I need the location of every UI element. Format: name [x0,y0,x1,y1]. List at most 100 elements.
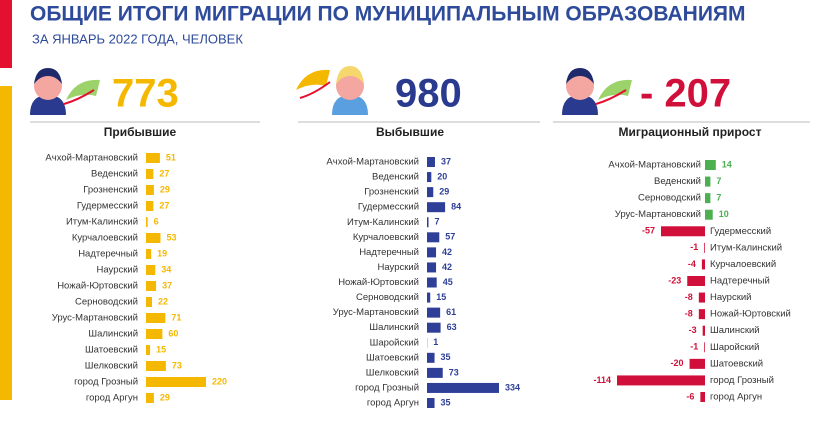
bar [699,309,705,319]
bar [702,259,705,269]
value-label: 42 [442,247,452,257]
bar [427,187,433,197]
category-label: Шелковский [85,361,138,372]
bar [703,326,705,336]
category-label: Итум-Калинский [66,217,138,228]
icon-person [30,68,100,115]
value-label: 63 [447,322,457,332]
chart-title: Миграционный прирост [619,125,762,139]
value-label: 29 [439,187,449,197]
icon-person [562,68,632,115]
value-label: 84 [451,202,461,212]
category-label: Урус-Мартановский [333,307,419,318]
value-label: 57 [445,232,455,242]
value-label: 35 [441,397,451,407]
bar [699,293,705,303]
category-label: Серноводский [75,297,138,308]
value-label: 71 [171,312,181,322]
category-label: Серноводский [356,292,419,303]
value-label: -114 [593,375,611,385]
value-label: 51 [166,152,176,162]
value-label: 6 [154,216,159,226]
bar [146,361,166,371]
value-label: 334 [505,382,520,392]
category-label: Шатоевский [85,345,138,356]
bar [661,226,705,236]
value-label: -8 [685,292,693,302]
category-label: Итум-Калинский [710,242,782,253]
value-label: 19 [157,248,167,258]
category-label: Надтеречный [359,247,419,258]
bar [427,368,443,378]
category-label: Веденский [654,176,701,187]
category-label: город Грозный [74,377,138,388]
bar [705,160,716,170]
category-label: город Аргун [86,393,138,404]
category-label: Курчалоевский [353,232,419,243]
bar [427,247,436,257]
value-label: 73 [172,360,182,370]
category-label: Шалинский [369,322,419,333]
category-label: Серноводский [638,193,701,204]
icon-person [296,66,368,115]
category-label: Ачхой-Мартановский [326,157,419,168]
value-label: 27 [159,168,169,178]
category-label: Гудермесский [77,201,138,212]
bar [704,243,705,253]
bar [427,157,435,167]
bar [146,313,165,323]
category-label: город Грозный [355,382,419,393]
value-label: -8 [685,309,693,319]
value-label: 1 [433,337,438,347]
bar [705,193,710,203]
bar [146,297,152,307]
bar [146,217,148,227]
category-label: Ачхой-Мартановский [608,160,701,171]
bar [427,172,431,182]
category-label: Гудермесский [710,226,771,237]
category-label: Ачхой-Мартановский [45,153,138,164]
value-label: 35 [441,352,451,362]
bar [146,169,153,179]
total: 773 [112,72,179,116]
value-label: -3 [689,325,697,335]
category-label: Шалинский [88,329,138,340]
category-label: Шаройский [370,337,419,348]
category-label: Грозненский [83,185,138,196]
category-label: город Грозный [710,375,774,386]
bar [617,375,705,385]
value-label: -1 [690,242,698,252]
bar [146,153,160,163]
category-label: Шатоевский [710,358,763,369]
category-label: Шалинский [710,325,760,336]
category-label: Наурский [710,292,751,303]
value-label: 73 [449,367,459,377]
value-label: 7 [716,176,721,186]
value-label: 61 [446,307,456,317]
bar [704,342,705,352]
bar [427,278,437,288]
chart-title: Прибывшие [104,125,177,139]
value-label: -6 [686,391,694,401]
value-label: 37 [162,280,172,290]
category-label: Надтеречный [78,249,138,260]
category-label: Веденский [91,169,138,180]
value-label: 45 [443,277,453,287]
value-label: 7 [435,217,440,227]
bar [427,398,435,408]
bar [146,201,153,211]
bar [427,308,440,318]
value-label: 29 [160,392,170,402]
bar [700,392,705,402]
bar [146,281,156,291]
page-subtitle: ЗА ЯНВАРЬ 2022 ГОДА, ЧЕЛОВЕК [32,31,243,46]
bar [146,249,151,259]
value-label: 42 [442,262,452,272]
page-title: ОБЩИЕ ИТОГИ МИГРАЦИИ ПО МУНИЦИПАЛЬНЫМ ОБ… [30,3,746,26]
bar [427,383,499,393]
bar [427,353,435,363]
value-label: 60 [168,328,178,338]
bar [427,217,429,227]
category-label: город Аргун [367,398,419,409]
